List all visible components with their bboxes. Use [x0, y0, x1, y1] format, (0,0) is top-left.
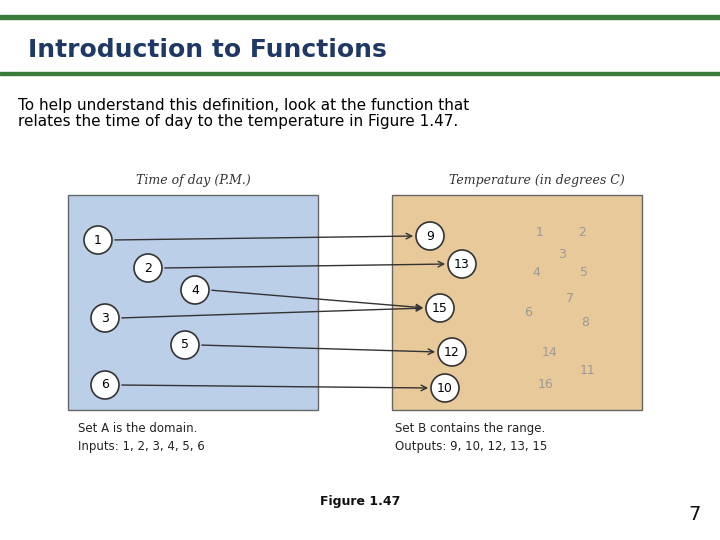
- Text: Set A is the domain.
Inputs: 1, 2, 3, 4, 5, 6: Set A is the domain. Inputs: 1, 2, 3, 4,…: [78, 422, 204, 453]
- Circle shape: [181, 276, 209, 304]
- Text: 8: 8: [581, 315, 589, 328]
- Circle shape: [426, 294, 454, 322]
- Text: 7: 7: [566, 293, 574, 306]
- Bar: [68, 195, 318, 410]
- Text: To help understand this definition, look at the function that: To help understand this definition, look…: [18, 98, 469, 113]
- Circle shape: [438, 338, 466, 366]
- Text: 15: 15: [432, 301, 448, 314]
- Text: 3: 3: [558, 247, 566, 260]
- Text: 1: 1: [536, 226, 544, 239]
- Text: relates the time of day to the temperature in Figure 1.47.: relates the time of day to the temperatu…: [18, 114, 458, 129]
- Circle shape: [91, 371, 119, 399]
- Circle shape: [134, 254, 162, 282]
- Text: 3: 3: [101, 312, 109, 325]
- Circle shape: [171, 331, 199, 359]
- Text: 4: 4: [532, 266, 540, 279]
- Text: 5: 5: [181, 339, 189, 352]
- Bar: [0, 15, 720, 19]
- Text: Figure 1.47: Figure 1.47: [320, 496, 400, 509]
- Circle shape: [416, 222, 444, 250]
- Text: 16: 16: [538, 377, 554, 390]
- Text: 5: 5: [580, 266, 588, 279]
- Text: 4: 4: [191, 284, 199, 296]
- Text: 10: 10: [437, 381, 453, 395]
- Circle shape: [431, 374, 459, 402]
- Text: 7: 7: [689, 505, 701, 524]
- Text: Temperature (in degrees C): Temperature (in degrees C): [449, 174, 625, 187]
- Text: 9: 9: [426, 230, 434, 242]
- Text: Introduction to Functions: Introduction to Functions: [28, 38, 387, 62]
- Text: 2: 2: [144, 261, 152, 274]
- Circle shape: [91, 304, 119, 332]
- Circle shape: [448, 250, 476, 278]
- Text: 14: 14: [542, 346, 558, 359]
- Text: Set B contains the range.
Outputs: 9, 10, 12, 13, 15: Set B contains the range. Outputs: 9, 10…: [395, 422, 547, 453]
- Bar: [392, 195, 642, 410]
- Text: 12: 12: [444, 346, 460, 359]
- Text: 6: 6: [524, 307, 532, 320]
- Circle shape: [84, 226, 112, 254]
- Text: 6: 6: [101, 379, 109, 392]
- Text: 1: 1: [94, 233, 102, 246]
- Text: 13: 13: [454, 258, 470, 271]
- Text: 2: 2: [578, 226, 586, 239]
- Bar: [0, 72, 720, 75]
- Text: 11: 11: [580, 363, 596, 376]
- Text: Time of day (P.M.): Time of day (P.M.): [135, 174, 251, 187]
